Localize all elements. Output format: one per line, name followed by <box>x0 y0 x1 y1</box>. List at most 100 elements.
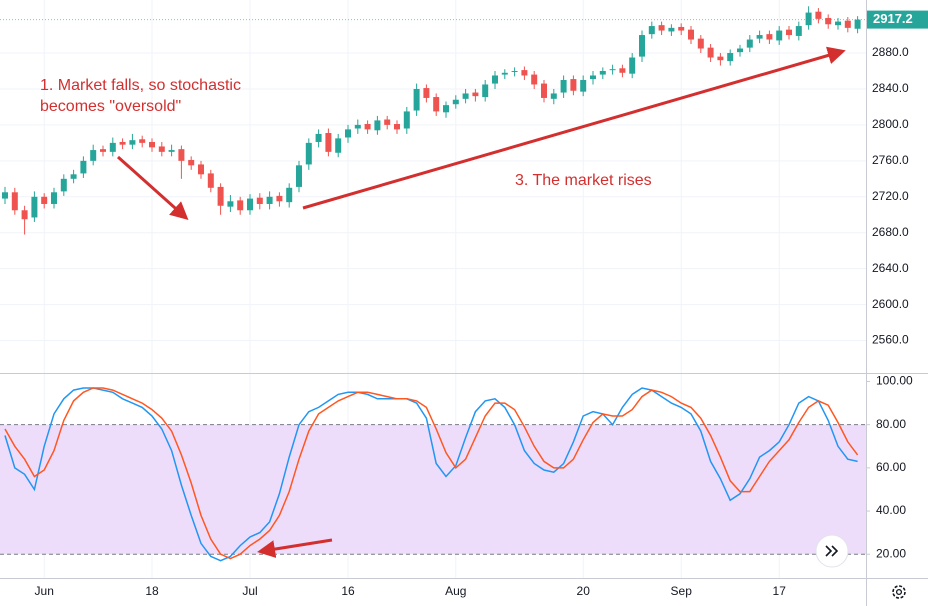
indicator-line <box>4 387 859 560</box>
candle-body <box>648 26 655 35</box>
last-price-label: 2917.2 <box>873 11 913 26</box>
candle-body <box>815 11 822 19</box>
y-tick-label: 2640.0 <box>872 261 909 275</box>
candle-body <box>403 111 410 129</box>
candle-body <box>462 93 469 99</box>
candle-body <box>345 129 351 138</box>
candle-body <box>80 160 87 174</box>
candle-body <box>805 12 812 26</box>
y-tick-label: 2800.0 <box>872 117 909 131</box>
candle-body <box>198 164 204 175</box>
x-tick-label: Aug <box>445 584 466 598</box>
candle-body <box>727 53 734 62</box>
y-tick-label: 20.00 <box>876 546 906 560</box>
candle-body <box>639 35 645 57</box>
y-tick-label: 100.00 <box>876 374 913 388</box>
candle-body <box>60 178 67 192</box>
candle-body <box>374 120 381 131</box>
arrow <box>302 46 846 210</box>
candle-body <box>521 70 528 76</box>
candle-body <box>149 141 155 148</box>
scroll-icon[interactable] <box>825 545 839 557</box>
candle-body <box>766 34 773 40</box>
candle-body <box>609 69 616 71</box>
candle-body <box>335 138 342 153</box>
candle-body <box>384 119 391 125</box>
candle-body <box>501 72 508 75</box>
y-tick-label: 40.00 <box>876 503 906 517</box>
arrow <box>257 538 333 558</box>
candle-body <box>315 133 322 142</box>
x-tick-label: Sep <box>671 584 693 598</box>
candle-body <box>599 70 606 75</box>
x-tick-label: Jul <box>242 584 257 598</box>
candle-body <box>756 35 763 39</box>
candle-body <box>707 47 714 58</box>
candle-body <box>158 146 165 152</box>
candle-body <box>482 84 489 98</box>
candle-body <box>305 142 312 165</box>
candle-body <box>31 196 38 218</box>
x-tick-label: 16 <box>341 584 355 598</box>
candle-body <box>21 210 28 220</box>
candle-body <box>717 56 724 61</box>
y-tick-label: 80.00 <box>876 417 906 431</box>
candle-body <box>795 26 802 36</box>
scroll-button[interactable] <box>815 534 849 568</box>
candle-body <box>423 88 430 98</box>
last-price-box <box>867 10 928 29</box>
candle-body <box>678 26 685 31</box>
candle-body <box>550 93 557 99</box>
y-tick-label: 2840.0 <box>872 81 909 95</box>
candle-body <box>492 75 498 84</box>
y-tick-label: 2680.0 <box>872 225 909 239</box>
candle-body <box>237 200 244 211</box>
candle-body <box>786 29 792 36</box>
indicator-line <box>4 387 858 562</box>
candle-body <box>296 165 302 187</box>
candle-body <box>129 140 136 145</box>
candle-body <box>668 27 675 32</box>
x-tick-label: Jun <box>35 584 54 598</box>
candle-body <box>217 186 224 206</box>
candle-body <box>746 39 753 48</box>
candle-body <box>119 141 126 145</box>
candle-body <box>776 30 783 41</box>
candle-body <box>227 201 234 207</box>
candle-body <box>247 198 253 211</box>
y-tick-label: 2720.0 <box>872 189 909 203</box>
candle-body <box>325 132 332 152</box>
candle-body <box>11 192 18 211</box>
candle-body <box>590 75 596 80</box>
oversold-band <box>0 424 866 555</box>
candle-body <box>266 196 273 204</box>
candle-body <box>825 17 832 25</box>
candle-body <box>168 150 175 152</box>
candle-body <box>531 74 538 85</box>
x-tick-label: 20 <box>577 584 591 598</box>
candle-body <box>286 187 293 203</box>
candle-body <box>570 79 577 91</box>
gear-icon[interactable] <box>892 585 906 599</box>
annotation: 3. The market rises <box>515 172 652 189</box>
candle-body <box>394 124 400 130</box>
y-tick-label: 60.00 <box>876 460 906 474</box>
candle-body <box>697 38 704 49</box>
candle-body <box>541 83 547 98</box>
arrow <box>117 155 189 220</box>
candle-body <box>188 159 195 166</box>
candle-body <box>658 25 665 31</box>
settings-button[interactable] <box>892 585 906 599</box>
x-tick-label: 18 <box>145 584 159 598</box>
candle-body <box>178 149 185 161</box>
candle-body <box>41 196 48 204</box>
x-tick-label: 17 <box>773 584 787 598</box>
y-tick-label: 2880.0 <box>872 45 909 59</box>
candle-body <box>737 48 743 53</box>
candle-body <box>207 173 214 188</box>
candle-body <box>619 68 626 73</box>
gear-hub[interactable] <box>895 588 903 596</box>
candle-body <box>139 139 146 143</box>
candle-body <box>413 88 420 111</box>
